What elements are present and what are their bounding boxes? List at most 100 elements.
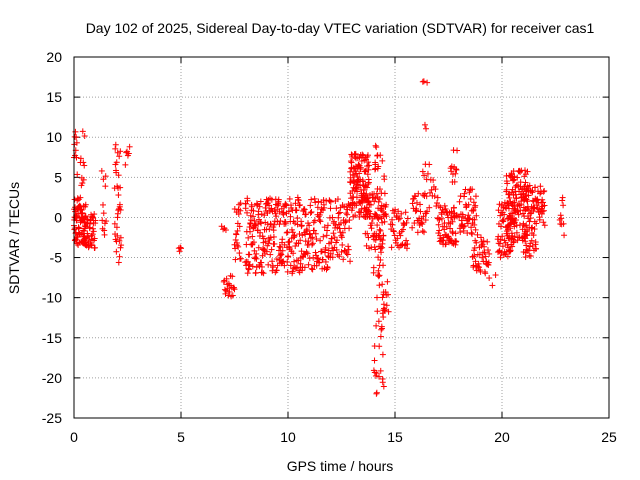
gridlines [74,57,609,418]
data-point [220,278,227,285]
data-point [436,216,443,223]
data-point [271,221,278,228]
data-point [499,233,506,240]
data-point [245,234,252,241]
data-point [258,211,265,218]
x-axis-title: GPS time / hours [287,458,394,474]
data-point [379,294,386,301]
data-point [307,230,314,237]
plot-frame [73,56,610,419]
data-point [415,190,422,197]
data-point [237,255,244,262]
data-point [373,389,380,396]
data-point [258,263,265,270]
data-point [380,262,387,269]
data-point [560,220,567,227]
data-point [497,212,504,219]
data-point [101,231,108,238]
data-point [296,230,303,237]
data-point [414,229,421,236]
data-point [314,255,321,262]
data-point [365,234,372,241]
data-point [376,272,383,279]
data-point [486,250,493,257]
data-point [505,191,512,198]
data-point [441,226,448,233]
data-point [244,197,251,204]
data-point [330,230,337,237]
data-point [379,351,386,358]
data-point [77,155,84,162]
x-tick-label: 15 [387,429,403,445]
data-point [311,195,318,202]
data-point [347,158,354,165]
y-tick-label: -15 [42,330,62,346]
data-point [426,204,433,211]
data-point [82,213,89,220]
data-point [470,199,477,206]
data-point [339,241,346,248]
data-point [420,213,427,220]
data-point [252,269,259,276]
data-point [402,209,409,216]
data-point [354,188,361,195]
data-point [224,285,231,292]
data-point [403,219,410,226]
data-point [500,216,507,223]
data-point [521,167,528,174]
data-point [336,209,343,216]
data-point [365,179,372,186]
data-point [500,251,507,258]
data-point [292,243,299,250]
data-point [486,275,493,282]
data-point [247,217,254,224]
data-point [343,250,350,257]
data-point [333,205,340,212]
data-point [80,159,87,166]
data-point [282,220,289,227]
data-point [372,246,379,253]
data-point [510,199,517,206]
data-point [368,220,375,227]
data-point [497,223,504,230]
data-point [284,229,291,236]
data-point [339,229,346,236]
data-point [74,240,81,247]
data-point [469,186,476,193]
data-point [283,229,290,236]
data-point [122,161,129,168]
data-point [420,78,427,85]
data-point [465,201,472,208]
data-point [504,253,511,260]
data-point [309,240,316,247]
data-point [442,205,449,212]
data-point [98,167,105,174]
data-point [532,184,539,191]
data-point [289,268,296,275]
data-point [537,183,544,190]
data-point [336,253,343,260]
data-point [394,235,401,242]
data-point [358,209,365,216]
data-point [338,248,345,255]
data-point [250,239,257,246]
data-point [471,244,478,251]
data-point [419,221,426,228]
data-point [374,294,381,301]
data-point [295,197,302,204]
data-point [294,215,301,222]
data-point [373,212,380,219]
data-point [307,235,314,242]
data-point [292,200,299,207]
data-point [286,238,293,245]
data-point [434,199,441,206]
data-point [452,166,459,173]
data-point [303,249,310,256]
data-point [275,196,282,203]
data-point [388,244,395,251]
data-point [372,236,379,243]
data-point [353,202,360,209]
data-point [541,222,548,229]
data-point [281,262,288,269]
data-point [540,188,547,195]
